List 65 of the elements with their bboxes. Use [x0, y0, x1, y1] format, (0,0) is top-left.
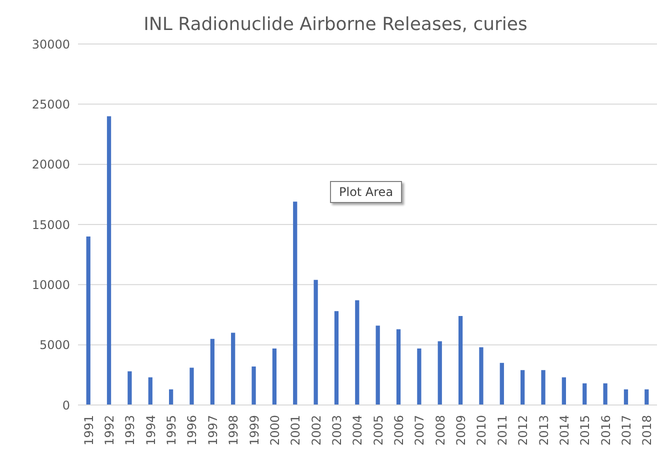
bar	[252, 366, 256, 405]
x-tick-label: 2002	[309, 415, 324, 446]
bar	[458, 316, 463, 405]
x-tick-label: 2014	[557, 415, 572, 446]
x-tick-label: 2000	[268, 415, 282, 446]
bar	[376, 326, 380, 405]
x-tick-label: 2006	[392, 415, 406, 446]
y-tick-label: 0	[62, 398, 70, 412]
bar	[479, 347, 484, 405]
y-tick-label: 30000	[32, 37, 70, 52]
bar	[106, 116, 112, 405]
x-tick-label: 2007	[412, 415, 427, 446]
bar	[86, 236, 90, 405]
x-tick-label: 1999	[247, 415, 262, 446]
y-tick-label: 15000	[32, 218, 70, 232]
bar	[438, 341, 442, 405]
bar	[148, 377, 152, 405]
x-tick-label: 2012	[516, 415, 530, 446]
bar	[500, 362, 504, 405]
x-tick-label: 2016	[598, 415, 613, 446]
bar	[231, 332, 236, 405]
bar	[210, 338, 214, 405]
bar	[562, 377, 566, 405]
bar	[293, 202, 298, 405]
x-tick-label: 2004	[350, 415, 365, 446]
x-tick-label: 2010	[474, 415, 489, 446]
x-tick-label: 2008	[433, 415, 448, 446]
x-tick-label: 2013	[536, 415, 551, 446]
bar	[128, 371, 132, 405]
x-tick-label: 1996	[185, 415, 200, 446]
x-tick-label: 2001	[288, 415, 303, 446]
x-tick-label: 1993	[123, 415, 138, 446]
bar	[355, 300, 360, 405]
x-tick-label: 1994	[144, 415, 158, 446]
x-tick-label: 1991	[82, 415, 96, 446]
y-tick-label: 20000	[32, 158, 70, 172]
x-tick-label: 2015	[578, 415, 592, 446]
bar	[417, 348, 422, 405]
bar	[644, 389, 649, 405]
bar	[168, 389, 174, 405]
x-tick-label: 2005	[371, 415, 386, 446]
bar	[624, 389, 628, 405]
y-tick-label: 10000	[32, 278, 70, 292]
y-tick-label: 25000	[32, 97, 70, 112]
bar	[190, 368, 194, 405]
bar	[396, 329, 401, 405]
x-tick-label: 2003	[330, 415, 344, 446]
bar	[314, 280, 318, 405]
bar	[603, 383, 608, 405]
bar	[520, 370, 525, 405]
bar	[582, 383, 587, 405]
chart-title: INL Radionuclide Airborne Releases, curies	[142, 14, 528, 35]
bar	[272, 348, 277, 405]
bar	[334, 311, 339, 405]
x-tick-label: 2011	[495, 415, 510, 446]
x-tick-label: 2017	[620, 415, 634, 446]
x-tick-label: 1995	[164, 415, 179, 446]
x-tick-label: 1992	[102, 415, 117, 446]
callout-box: Plot Area	[330, 181, 402, 203]
x-tick-label: 1997	[206, 415, 220, 446]
x-tick-label: 1998	[226, 415, 241, 446]
x-tick-label: 2018	[640, 415, 654, 446]
x-tick-label: 2009	[454, 415, 468, 446]
y-tick-label: 5000	[39, 338, 70, 352]
bar	[541, 370, 546, 405]
